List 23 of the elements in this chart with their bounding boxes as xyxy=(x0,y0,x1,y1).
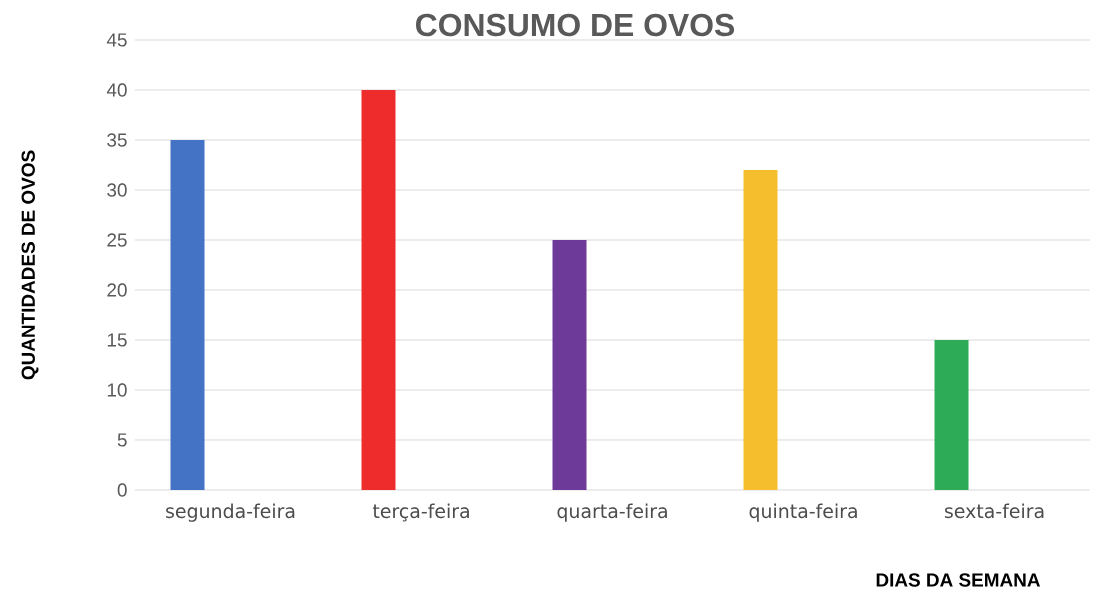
y-tick-label: 25 xyxy=(107,233,127,247)
y-tick-label: 35 xyxy=(107,133,127,147)
x-tick-label: quinta-feira xyxy=(749,503,857,522)
chart-title: CONSUMO DE OVOS xyxy=(416,13,735,37)
y-tick-label: 0 xyxy=(117,483,127,497)
x-tick-label: sexta-feira xyxy=(944,503,1044,519)
y-tick-label: 15 xyxy=(107,333,127,347)
y-tick-label: 5 xyxy=(117,433,127,447)
y-tick-label: 45 xyxy=(106,33,127,47)
bar xyxy=(743,169,778,490)
bar xyxy=(934,339,969,490)
bar xyxy=(552,239,587,490)
x-tick-label: segunda-feira xyxy=(166,503,295,522)
bar xyxy=(361,89,396,490)
x-tick-label: terça-feira xyxy=(372,503,469,522)
y-tick-label: 10 xyxy=(107,383,127,397)
bar xyxy=(170,139,205,490)
y-axis-title: QUANTIDADES DE OVOS xyxy=(21,150,39,380)
y-tick-label: 20 xyxy=(107,283,127,297)
x-axis-title: DIAS DA SEMANA xyxy=(876,573,1041,587)
y-tick-label: 40 xyxy=(106,83,127,97)
x-tick-label: quarta-feira xyxy=(557,503,667,522)
y-tick-label: 30 xyxy=(107,183,127,197)
